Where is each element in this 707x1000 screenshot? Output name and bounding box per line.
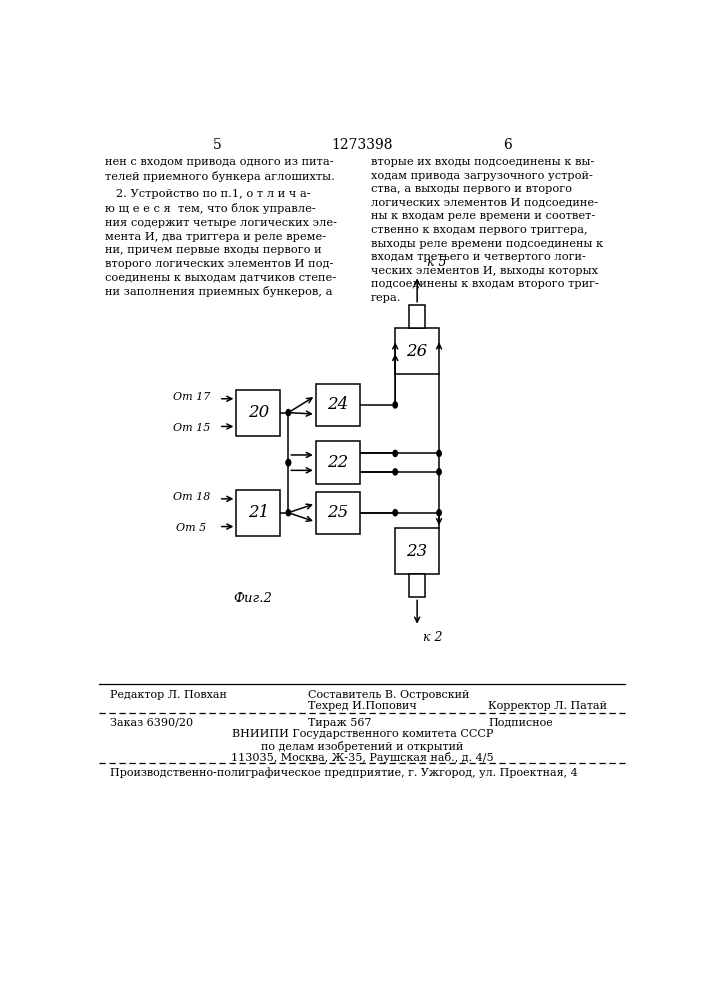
FancyBboxPatch shape [236, 390, 280, 436]
Text: Тираж 567: Тираж 567 [308, 718, 371, 728]
FancyBboxPatch shape [316, 492, 360, 534]
Circle shape [393, 510, 397, 516]
Text: 26: 26 [407, 342, 428, 360]
Text: Подписное: Подписное [489, 718, 553, 728]
Text: по делам изобретений и открытий: по делам изобретений и открытий [261, 741, 464, 752]
Text: Корректор Л. Патай: Корректор Л. Патай [489, 701, 607, 711]
Text: 25: 25 [327, 504, 349, 521]
Text: нен с входом привода одного из пита-
телей приемного бункера аглошихты.: нен с входом привода одного из пита- тел… [105, 157, 334, 182]
Circle shape [437, 469, 441, 475]
Text: Заказ 6390/20: Заказ 6390/20 [110, 718, 194, 728]
FancyBboxPatch shape [236, 490, 280, 536]
FancyBboxPatch shape [395, 528, 439, 574]
FancyBboxPatch shape [395, 328, 439, 374]
Text: к 2: к 2 [423, 631, 442, 644]
Circle shape [437, 450, 441, 456]
Text: От 5: От 5 [176, 523, 206, 533]
Text: Фиг.2: Фиг.2 [233, 592, 272, 605]
Text: вторые их входы подсоединены к вы-
ходам привода загрузочного устрой-
ства, а вы: вторые их входы подсоединены к вы- ходам… [370, 157, 602, 303]
FancyBboxPatch shape [409, 305, 425, 328]
Circle shape [393, 402, 397, 408]
FancyBboxPatch shape [316, 384, 360, 426]
Text: ВНИИПИ Государственного комитета СССР: ВНИИПИ Государственного комитета СССР [232, 729, 493, 739]
Text: 22: 22 [327, 454, 349, 471]
Text: 1273398: 1273398 [332, 138, 393, 152]
Text: Составитель В. Островский: Составитель В. Островский [308, 690, 469, 700]
Text: к 5: к 5 [427, 256, 447, 269]
Text: Производственно-полиграфическое предприятие, г. Ужгород, ул. Проектная, 4: Производственно-полиграфическое предприя… [110, 768, 578, 778]
Circle shape [393, 450, 397, 456]
Text: 24: 24 [327, 396, 349, 413]
Text: 6: 6 [503, 138, 512, 152]
Text: Редактор Л. Повхан: Редактор Л. Повхан [110, 690, 227, 700]
Text: От 18: От 18 [173, 492, 211, 502]
Circle shape [286, 460, 291, 466]
Text: Техред И.Попович: Техред И.Попович [308, 701, 416, 711]
Circle shape [437, 510, 441, 516]
Text: 113035, Москва, Ж-35, Раушская наб., д. 4/5: 113035, Москва, Ж-35, Раушская наб., д. … [231, 752, 493, 763]
Circle shape [286, 510, 291, 516]
Text: 20: 20 [247, 404, 269, 421]
Text: 21: 21 [247, 504, 269, 521]
FancyBboxPatch shape [409, 574, 425, 597]
Text: 5: 5 [213, 138, 221, 152]
Circle shape [286, 410, 291, 416]
FancyBboxPatch shape [316, 441, 360, 484]
Circle shape [393, 469, 397, 475]
Text: От 15: От 15 [173, 423, 211, 433]
Circle shape [286, 460, 291, 466]
Text: 2. Устройство по п.1, о т л и ч а-
ю щ е е с я  тем, что блок управле-
ния содер: 2. Устройство по п.1, о т л и ч а- ю щ е… [105, 189, 337, 297]
Text: От 17: От 17 [173, 392, 211, 402]
Text: 23: 23 [407, 543, 428, 560]
